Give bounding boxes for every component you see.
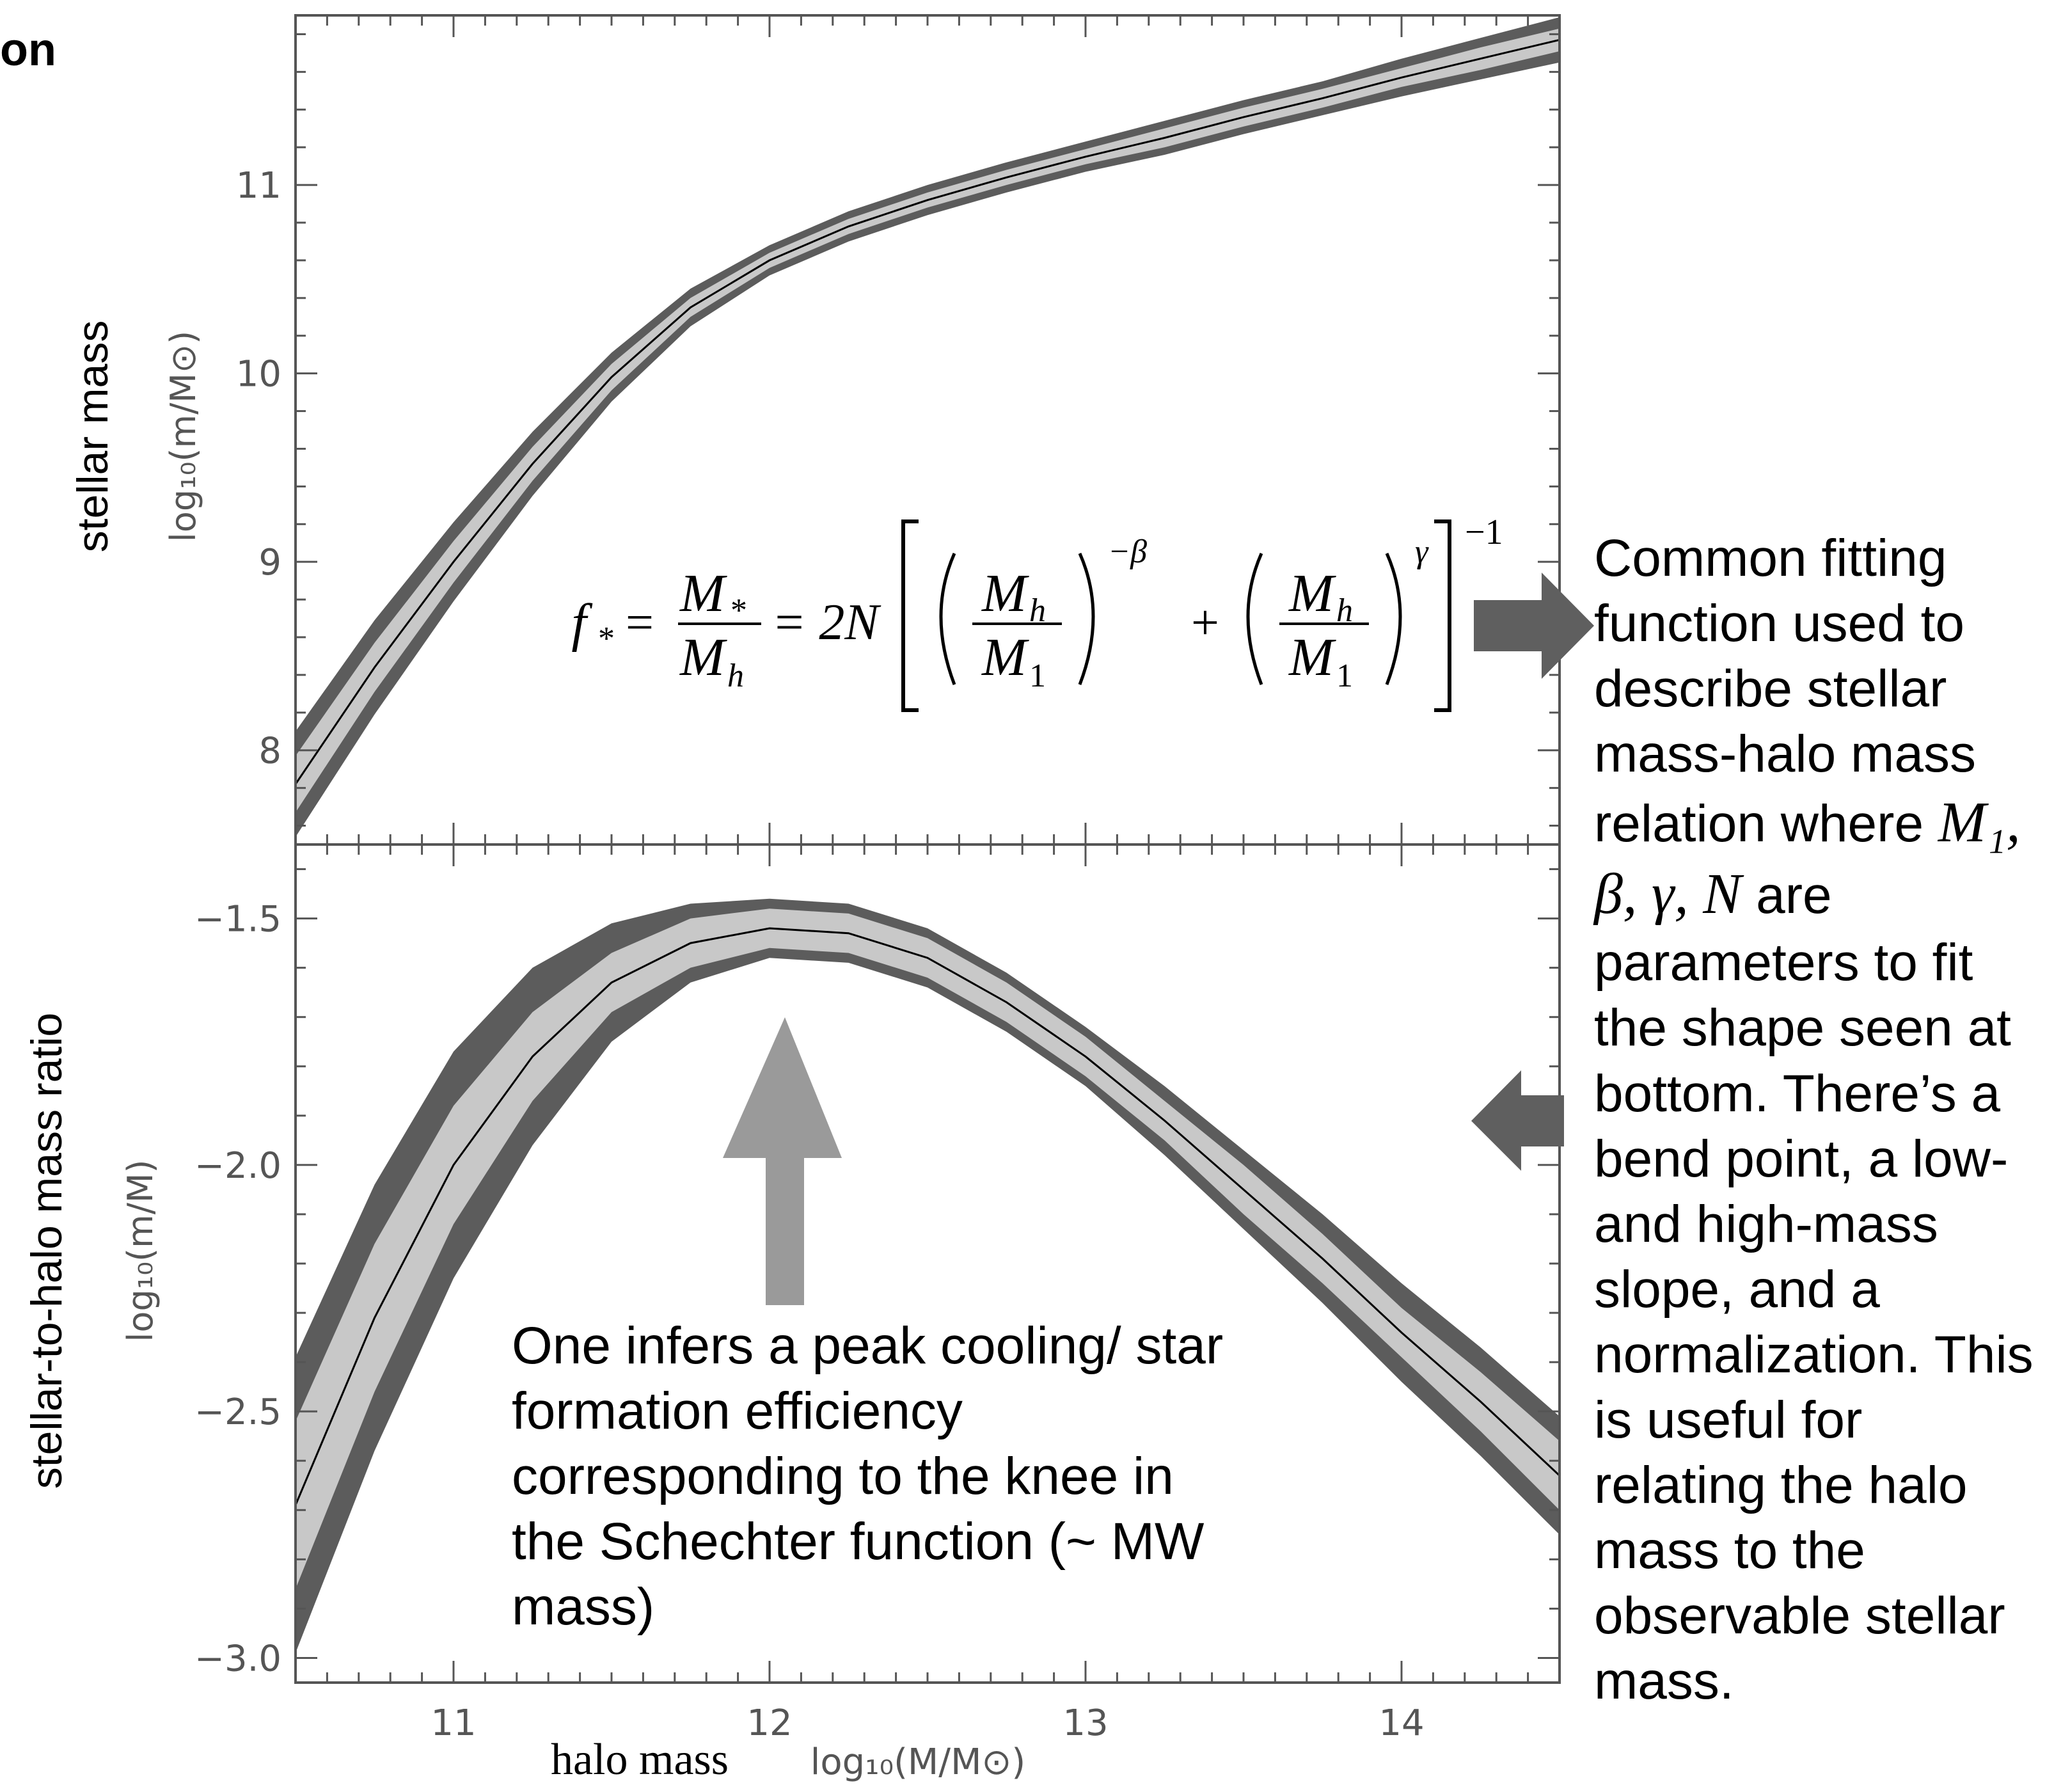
plot-area	[296, 898, 1560, 1653]
eq-2n: = 2N	[771, 594, 881, 651]
plot-area	[296, 17, 1560, 837]
y-tick-label: 11	[236, 165, 281, 207]
y-axis-title: stellar-to-halo mass ratio	[22, 1013, 71, 1489]
x-tick-label: 14	[1379, 1702, 1424, 1744]
eq-frac-den-sub: h	[727, 658, 744, 694]
x-tick-label: 13	[1063, 1702, 1108, 1744]
eq-ratio-1-num: M	[981, 564, 1029, 623]
y-tick-label: −2.5	[194, 1392, 281, 1433]
inner-scatter-band	[296, 908, 1560, 1589]
x-tick-label: 12	[747, 1702, 792, 1744]
eq-plus: +	[1191, 594, 1219, 650]
panel-frame	[294, 14, 1561, 846]
y-tick-label: 9	[258, 542, 281, 583]
y-tick-label: 8	[258, 731, 281, 772]
eq-frac-den: M	[679, 628, 727, 687]
eq-ratio-1-den-sub: 1	[1029, 658, 1046, 694]
y-tick-label: −2.0	[194, 1145, 281, 1187]
y-axis-title: stellar mass	[68, 321, 117, 553]
inner-scatter-band	[296, 28, 1560, 813]
outer-scatter-band	[296, 17, 1560, 837]
peak-efficiency-note: One infers a peak cooling/ star formatio…	[512, 1317, 1224, 1637]
panel-bottom: −1.5 −2.0 −2.5 −3.0 11 12 13 14 stellar-to-halo …	[22, 843, 1561, 1784]
eq-ratio-2-den: M	[1288, 628, 1336, 687]
eq-ratio-1-exponent: −β	[1108, 534, 1147, 570]
eq-ratio-1-rparen	[1078, 552, 1095, 685]
eq-right-bracket	[1434, 519, 1451, 712]
eq-ratio-1-den: M	[981, 628, 1029, 687]
eq-frac-num: M	[679, 564, 727, 623]
y-axis-unit-label: log₁₀(m/M)	[120, 1159, 161, 1342]
y-axis-unit-label: log₁₀(m/M⊙)	[163, 331, 203, 542]
clipped-heading: on	[0, 24, 56, 75]
eq-outer-exponent: −1	[1465, 512, 1503, 552]
eq-left-bracket	[901, 519, 919, 712]
eq-ratio-2-lparen	[1246, 552, 1263, 685]
note-text-1: Common fitting function used to describe…	[1594, 529, 1976, 853]
arrow-right-to-note	[1474, 573, 1594, 679]
x-axis-title: halo mass	[551, 1735, 729, 1784]
arrow-left-to-plot	[1471, 1070, 1564, 1171]
median-line	[296, 927, 1560, 1506]
eq-ratio-2-num: M	[1288, 564, 1336, 623]
eq-ratio-2-exponent: γ	[1415, 534, 1429, 570]
fitting-function-note: Common fitting function used to describe…	[1594, 526, 2042, 1714]
eq-ratio-1-lparen	[939, 552, 956, 685]
y-tick-label: −1.5	[194, 899, 281, 940]
note-params: M₁, β, γ, N	[1594, 791, 2021, 926]
eq-lhs-sub: *	[598, 621, 615, 657]
y-tick-label: −3.0	[194, 1638, 281, 1679]
x-tick-label: 11	[431, 1702, 476, 1744]
median-line	[296, 38, 1560, 785]
outer-scatter-band	[296, 898, 1560, 1653]
x-axis-unit-label: log₁₀(M/M⊙)	[810, 1741, 1025, 1783]
eq-ratio-2-den-sub: 1	[1336, 658, 1353, 694]
y-tick-label: 10	[236, 354, 281, 395]
ticks	[294, 844, 1561, 1683]
arrow-up-to-peak	[723, 1017, 842, 1305]
eq-ratio-2-rparen	[1385, 552, 1402, 685]
eq-lhs: f	[571, 593, 593, 653]
annotation-arrows	[723, 573, 1594, 1305]
ticks	[294, 15, 1561, 844]
note-text-2: are parameters to fit the shape seen at …	[1594, 866, 2034, 1711]
eq-equals: =	[626, 594, 654, 650]
